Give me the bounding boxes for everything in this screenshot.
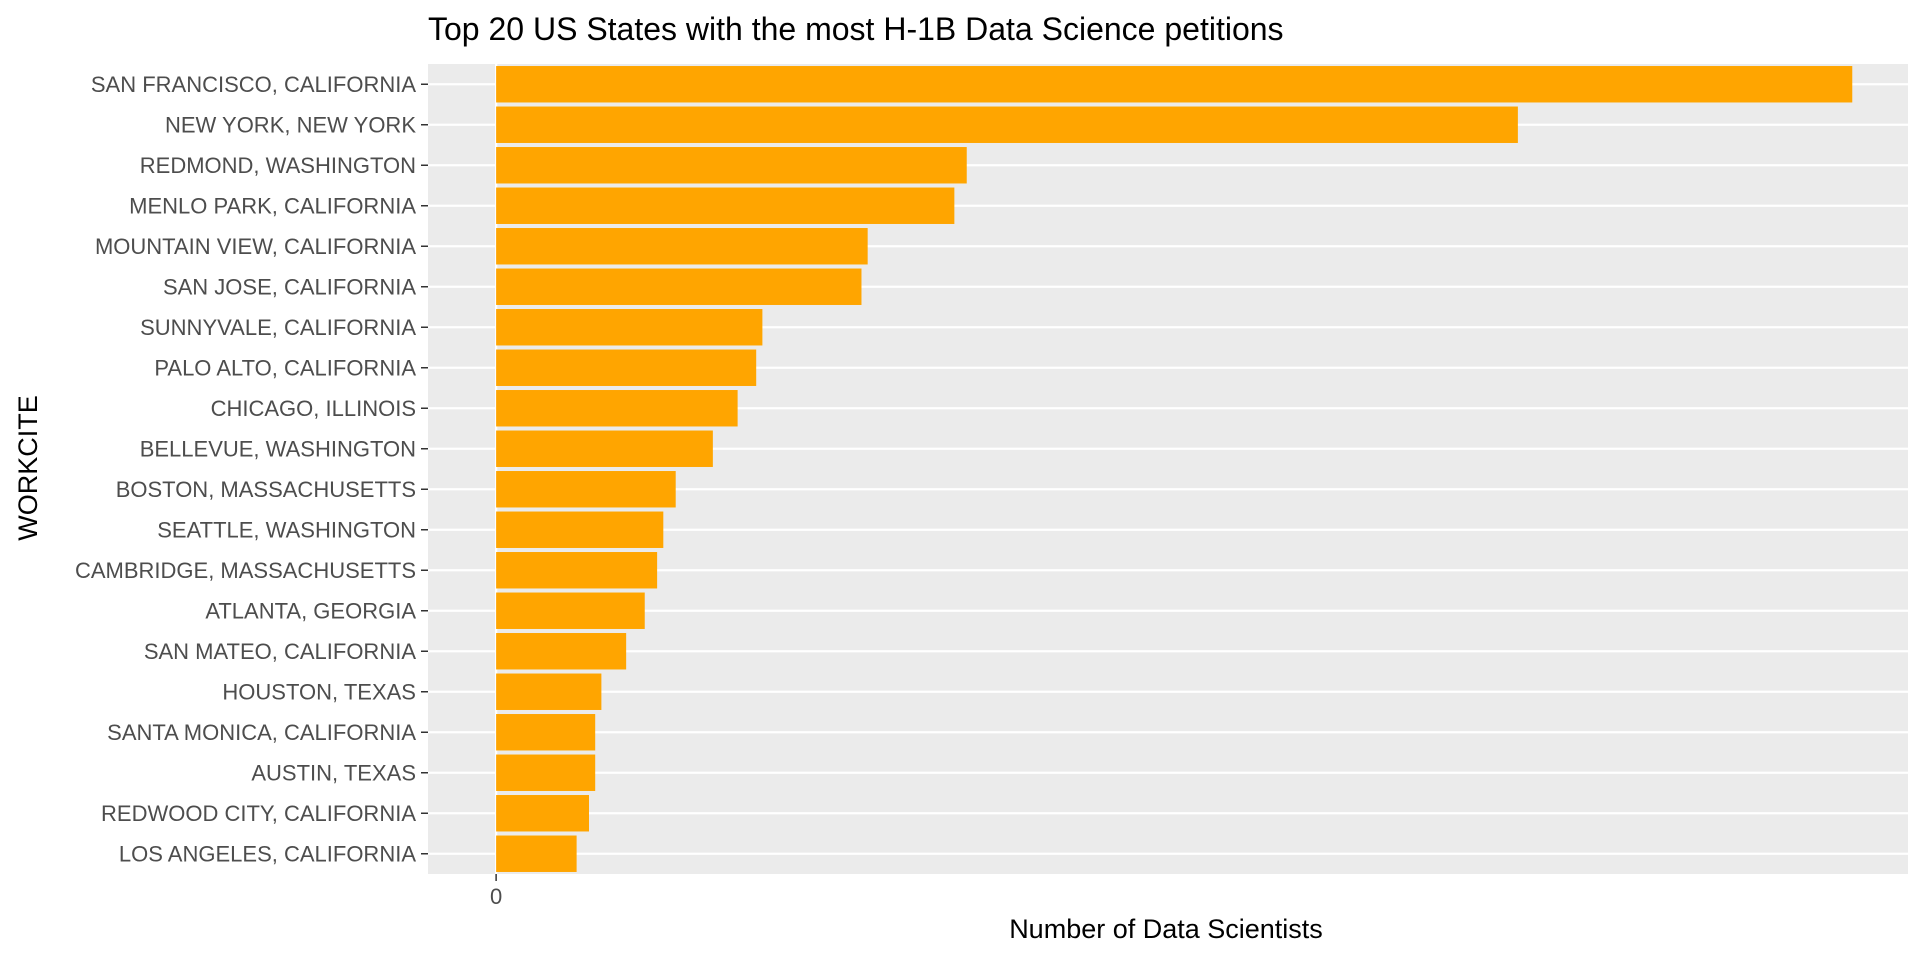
bar: [496, 268, 862, 305]
x-axis-title: Number of Data Scientists: [1009, 914, 1323, 944]
y-tick-label: ATLANTA, GEORGIA: [205, 598, 416, 623]
bars: [496, 66, 1853, 872]
y-tick-label: REDMOND, WASHINGTON: [140, 153, 416, 178]
bar: [496, 835, 577, 872]
y-tick-label: MENLO PARK, CALIFORNIA: [129, 193, 416, 218]
y-tick-label: REDWOOD CITY, CALIFORNIA: [101, 801, 416, 826]
bar: [496, 430, 713, 467]
y-tick-label: SANTA MONICA, CALIFORNIA: [107, 720, 416, 745]
bar: [496, 309, 763, 346]
y-axis: SAN FRANCISCO, CALIFORNIA NEW YORK, NEW Y…: [75, 72, 428, 866]
bar: [496, 754, 596, 791]
y-tick-label: AUSTIN, TEXAS: [251, 760, 416, 785]
y-tick-label: PALO ALTO, CALIFORNIA: [154, 355, 416, 380]
x-axis: 0: [490, 874, 502, 909]
bar: [496, 228, 868, 265]
y-tick-label: SUNNYVALE, CALIFORNIA: [140, 315, 416, 340]
bar: [496, 471, 676, 508]
y-tick-label: BOSTON, MASSACHUSETTS: [116, 477, 416, 502]
y-tick-label: SEATTLE, WASHINGTON: [157, 517, 416, 542]
bar: [496, 147, 967, 184]
bar: [496, 511, 664, 548]
bar: [496, 714, 596, 751]
y-tick-label: NEW YORK, NEW YORK: [165, 112, 416, 137]
bar: [496, 187, 955, 224]
y-tick-label: BELLEVUE, WASHINGTON: [140, 436, 416, 461]
y-axis-title: WORKCITE: [13, 395, 43, 541]
y-tick-label: SAN FRANCISCO, CALIFORNIA: [91, 72, 416, 97]
bar: [496, 349, 757, 386]
bar: [496, 106, 1518, 143]
bar: [496, 795, 590, 832]
y-tick-label: SAN JOSE, CALIFORNIA: [163, 274, 416, 299]
y-tick-label: MOUNTAIN VIEW, CALIFORNIA: [95, 234, 416, 259]
chart-title: Top 20 US States with the most H-1B Data…: [428, 11, 1284, 47]
bar: [496, 390, 738, 427]
y-tick-label: CAMBRIDGE, MASSACHUSETTS: [75, 558, 416, 583]
y-tick-label: LOS ANGELES, CALIFORNIA: [119, 841, 416, 866]
bar: [496, 673, 602, 710]
bar: [496, 633, 627, 670]
y-tick-label: SAN MATEO, CALIFORNIA: [144, 639, 417, 664]
x-tick-label: 0: [490, 884, 502, 909]
bar: [496, 592, 645, 629]
y-tick-label: HOUSTON, TEXAS: [222, 679, 416, 704]
y-tick-label: CHICAGO, ILLINOIS: [211, 396, 416, 421]
bar: [496, 552, 658, 589]
bar: [496, 66, 1853, 103]
plot-panel: [428, 64, 1908, 874]
